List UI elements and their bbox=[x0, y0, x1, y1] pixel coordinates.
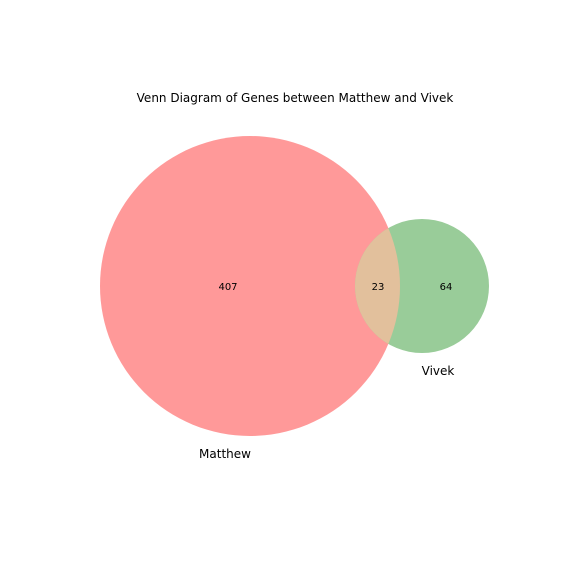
set-label-vivek: Vivek bbox=[422, 364, 455, 378]
set-circle-matthew bbox=[100, 136, 400, 436]
intersection-region bbox=[355, 219, 400, 353]
count-intersection: 23 bbox=[372, 282, 385, 293]
count-matthew-only: 407 bbox=[218, 282, 237, 293]
count-vivek-only: 64 bbox=[440, 282, 453, 293]
diagram-title: Venn Diagram of Genes between Matthew an… bbox=[137, 91, 454, 105]
set-label-matthew: Matthew bbox=[199, 447, 251, 461]
